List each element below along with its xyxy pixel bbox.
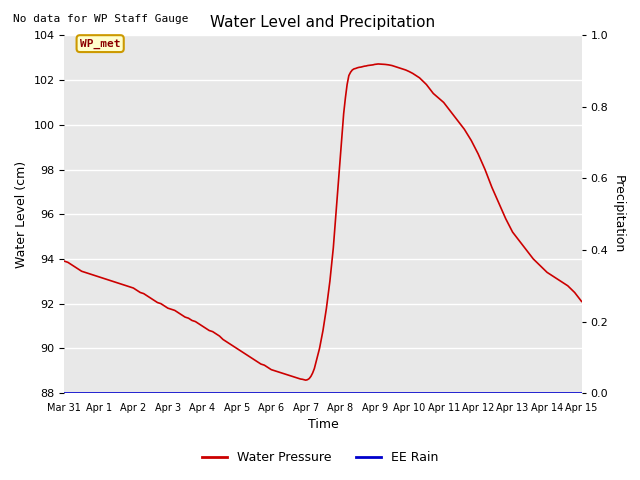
Title: Water Level and Precipitation: Water Level and Precipitation: [211, 15, 436, 30]
X-axis label: Time: Time: [308, 419, 339, 432]
Legend: Water Pressure, EE Rain: Water Pressure, EE Rain: [196, 446, 444, 469]
Y-axis label: Water Level (cm): Water Level (cm): [15, 161, 28, 268]
Y-axis label: Precipitation: Precipitation: [612, 175, 625, 253]
Text: WP_met: WP_met: [80, 38, 120, 49]
Text: No data for WP Staff Gauge: No data for WP Staff Gauge: [13, 14, 188, 24]
